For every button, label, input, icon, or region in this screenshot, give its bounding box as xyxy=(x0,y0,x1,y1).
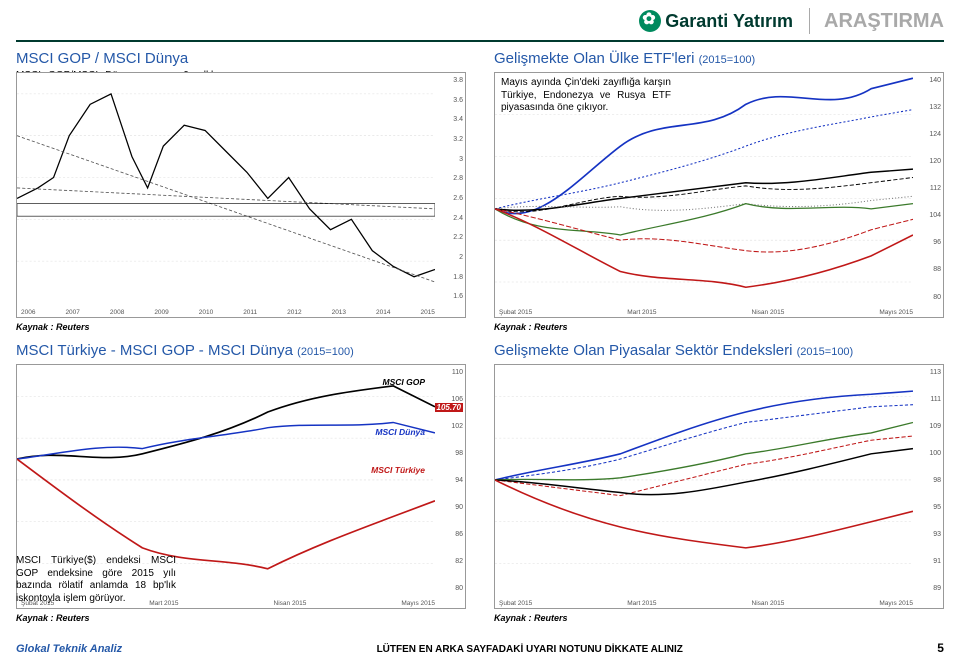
page-header: Garanti Yatırım ARAŞTIRMA xyxy=(639,8,944,34)
x-axis-ticks: 2006 2007 2008 2009 2010 2011 2012 2013 … xyxy=(21,309,435,316)
section-label: ARAŞTIRMA xyxy=(809,8,944,34)
page-number: 5 xyxy=(937,641,944,655)
logo-text: Garanti Yatırım xyxy=(665,11,793,32)
y-axis-ticks: 113 111 109 100 98 95 93 91 89 xyxy=(911,369,941,593)
panel-title: MSCI GOP / MSCI Dünya xyxy=(16,50,466,67)
page-footer: Glokal Teknik Analiz LÜTFEN EN ARKA SAYF… xyxy=(16,641,944,655)
panel-title: MSCI Türkiye - MSCI GOP - MSCI Dünya (20… xyxy=(16,342,466,359)
panel-title: Gelişmekte Olan Piyasalar Sektör Endeksl… xyxy=(494,342,944,359)
y-axis-ticks: 3.8 3.6 3.4 3.2 3 2.8 2.6 2.4 2.2 2 1.8 … xyxy=(433,77,463,301)
chart-area: 113 111 109 100 98 95 93 91 89 Şubat 201… xyxy=(494,364,944,610)
panel-etf: Gelişmekte Olan Ülke ETF'leri (2015=100)… xyxy=(494,50,944,332)
source-label: Kaynak : Reuters xyxy=(16,613,90,623)
brand-logo: Garanti Yatırım xyxy=(639,10,793,32)
ratio-chart xyxy=(17,73,435,303)
x-axis-ticks: Şubat 2015 Mart 2015 Nisan 2015 Mayıs 20… xyxy=(499,600,913,607)
chart-area: Mayıs ayında Çin'deki zayıflığa karşın T… xyxy=(494,72,944,318)
panel-msci-turkiye: MSCI Türkiye - MSCI GOP - MSCI Dünya (20… xyxy=(16,342,466,624)
sector-chart xyxy=(495,365,913,595)
panel-title: Gelişmekte Olan Ülke ETF'leri (2015=100) xyxy=(494,50,944,67)
value-badge: 105.70 xyxy=(435,403,463,412)
y-axis-ticks: 140 132 124 120 112 104 96 88 80 xyxy=(911,77,941,301)
source-label: Kaynak : Reuters xyxy=(16,322,90,332)
source-label: Kaynak : Reuters xyxy=(494,322,568,332)
panel-sector: Gelişmekte Olan Piyasalar Sektör Endeksl… xyxy=(494,342,944,624)
header-divider xyxy=(16,40,944,42)
x-axis-ticks: Şubat 2015 Mart 2015 Nisan 2015 Mayıs 20… xyxy=(499,309,913,316)
footer-brand: Glokal Teknik Analiz xyxy=(16,643,122,655)
series-label: MSCI Dünya xyxy=(375,427,425,437)
source-label: Kaynak : Reuters xyxy=(494,613,568,623)
clover-icon xyxy=(639,10,661,32)
series-label: MSCI GOP xyxy=(382,377,425,387)
panel-msci-gop-dunya: MSCI GOP / MSCI Dünya MSCI GOP/MSCI Düny… xyxy=(16,50,466,332)
panel-note: MSCI Türkiye($) endeksi MSCI GOP endeksi… xyxy=(16,555,176,605)
chart-area: 3.8 3.6 3.4 3.2 3 2.8 2.6 2.4 2.2 2 1.8 … xyxy=(16,72,466,318)
footer-warning: LÜTFEN EN ARKA SAYFADAKİ UYARI NOTUNU Dİ… xyxy=(377,644,683,655)
series-label: MSCI Türkiye xyxy=(371,465,425,475)
chart-grid: MSCI GOP / MSCI Dünya MSCI GOP/MSCI Düny… xyxy=(16,50,944,623)
panel-note: Mayıs ayında Çin'deki zayıflığa karşın T… xyxy=(501,77,671,115)
